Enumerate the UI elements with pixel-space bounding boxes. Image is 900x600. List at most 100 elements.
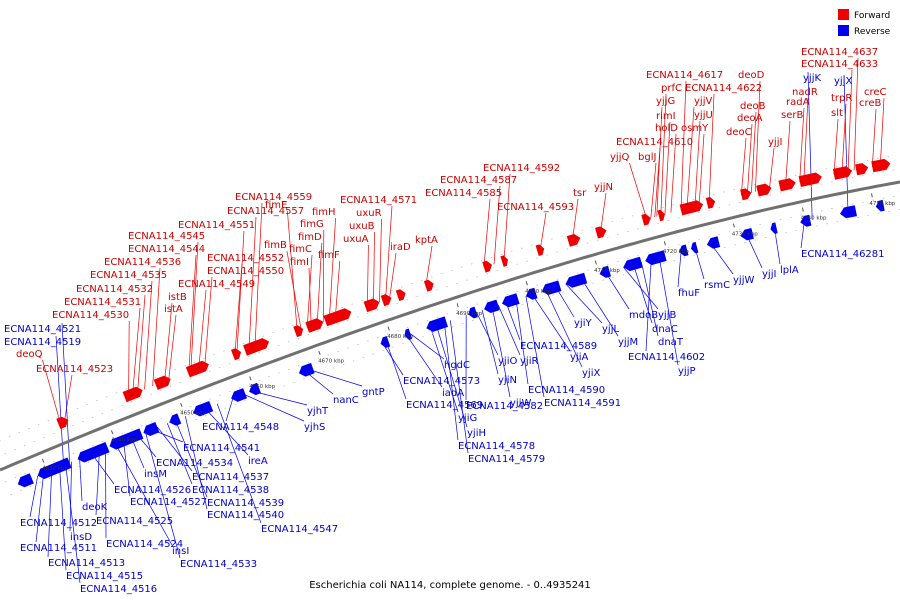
forward-label-deoc: deoC xyxy=(726,127,752,138)
forward-label-ecna114-4544: ECNA114_4544 xyxy=(128,244,205,255)
forward-label-tsr: tsr xyxy=(573,188,587,199)
forward-label-ecna114-4592: ECNA114_4592 xyxy=(483,163,560,174)
reverse-gene xyxy=(599,265,611,278)
reverse-leader xyxy=(746,234,763,269)
forward-gene xyxy=(380,294,392,307)
reverse-leader xyxy=(115,443,173,546)
tick-label: 4650 kbp xyxy=(180,410,206,416)
reverse-label-lpla: lplA xyxy=(780,265,799,276)
forward-leader xyxy=(286,250,302,330)
reverse-leader xyxy=(61,322,70,463)
reverse-label-ecna114-4590: ECNA114_4590 xyxy=(528,385,605,396)
forward-leader xyxy=(698,133,705,206)
reverse-label-iada: iadA xyxy=(442,388,464,399)
reverse-leader xyxy=(47,469,53,558)
reverse-label-ecna114-4589: ECNA114_4589 xyxy=(520,341,597,352)
forward-label-yjjq: yjjQ xyxy=(610,152,629,163)
forward-gene xyxy=(740,188,752,201)
reverse-gene xyxy=(623,256,643,272)
forward-leader xyxy=(708,93,715,203)
reverse-label-nanc: nanC xyxy=(333,395,359,406)
forward-gene xyxy=(190,360,209,376)
tick-label: 4750 kbp xyxy=(869,201,895,207)
forward-gene xyxy=(798,172,822,187)
tick-mark xyxy=(802,207,804,212)
forward-gene xyxy=(855,163,869,176)
reverse-leader xyxy=(65,464,81,584)
forward-label-deoq: deoQ xyxy=(16,349,43,360)
forward-label-istb: istB xyxy=(168,292,187,303)
forward-gene xyxy=(243,338,270,356)
forward-label-ecna114-4571: ECNA114_4571 xyxy=(340,195,417,206)
forward-gene xyxy=(778,178,796,192)
forward-label-fimc: fimC xyxy=(289,244,312,255)
reverse-label-yjiw: yjiW xyxy=(510,398,531,409)
reverse-leader xyxy=(475,311,499,356)
reverse-gene xyxy=(800,214,812,227)
forward-label-crec: creC xyxy=(864,87,887,98)
reverse-leader xyxy=(410,333,445,360)
forward-label-ecna114-4559: ECNA114_4559 xyxy=(235,192,312,203)
tick-mark xyxy=(318,350,321,355)
forward-gene xyxy=(305,318,324,333)
forward-leader xyxy=(600,192,607,233)
forward-label-irad: iraD xyxy=(390,242,411,253)
forward-leader xyxy=(334,260,341,318)
forward-leader xyxy=(373,231,375,305)
reverse-leader xyxy=(216,403,262,524)
forward-label-yjjn: yjjN xyxy=(594,182,613,193)
forward-gene xyxy=(323,308,352,327)
forward-label-osmy: osmY xyxy=(681,123,709,134)
tick-mark xyxy=(41,458,45,463)
forward-leader xyxy=(164,302,173,382)
reverse-gene xyxy=(426,316,448,332)
forward-leader xyxy=(654,147,661,218)
forward-leader xyxy=(198,289,207,369)
reverse-gene xyxy=(840,205,857,219)
forward-label-yjjg: yjjG xyxy=(656,96,675,107)
reverse-label-ecna114-4516: ECNA114_4516 xyxy=(80,584,157,595)
reverse-label-yjig: yjiG xyxy=(458,413,477,424)
reverse-leader xyxy=(406,334,443,388)
tick-mark xyxy=(594,260,597,265)
reverse-leader xyxy=(174,419,208,498)
forward-leader xyxy=(660,93,667,216)
reverse-leader xyxy=(640,262,659,337)
reverse-gene xyxy=(525,287,538,300)
tick-mark xyxy=(663,241,666,246)
forward-leader xyxy=(144,280,153,390)
forward-leader xyxy=(833,118,839,175)
reverse-leader xyxy=(497,304,521,356)
forward-label-uxua: uxuA xyxy=(343,234,369,245)
reverse-label-gntp: gntP xyxy=(362,387,385,398)
tick-mark xyxy=(871,193,873,198)
reverse-leader xyxy=(443,322,459,441)
reverse-label-yjjm: yjjM xyxy=(618,337,638,348)
forward-leader xyxy=(694,120,701,207)
reverse-leader xyxy=(184,416,208,510)
reverse-leader xyxy=(123,440,131,497)
leader-lines xyxy=(29,57,885,584)
tick-mark xyxy=(249,376,252,381)
forward-label-ecna114-4593: ECNA114_4593 xyxy=(497,202,574,213)
forward-leader xyxy=(188,254,197,372)
forward-leader xyxy=(769,147,775,189)
reverse-label-insm: insM xyxy=(144,469,167,480)
forward-label-slt: slt xyxy=(831,108,843,119)
forward-label-uxur: uxuR xyxy=(356,208,382,219)
forward-leader xyxy=(493,185,501,265)
reverse-label-ecna114-4521: ECNA114_4521 xyxy=(4,324,81,335)
forward-leader xyxy=(322,229,325,322)
reverse-label-ecna114-4578: ECNA114_4578 xyxy=(458,441,535,452)
forward-label-trpr: trpR xyxy=(831,93,852,104)
forward-label-kpta: kptA xyxy=(415,235,438,246)
reverse-label-hgdc: hgdC xyxy=(444,360,470,371)
forward-gene xyxy=(832,166,853,180)
legend-forward-swatch xyxy=(838,9,849,20)
reverse-label-ecna114-4526: ECNA114_4526 xyxy=(114,485,191,496)
forward-leader xyxy=(287,210,298,332)
forward-label-rada: radA xyxy=(786,97,810,108)
forward-leader xyxy=(190,241,199,372)
reverse-gene xyxy=(691,241,699,254)
